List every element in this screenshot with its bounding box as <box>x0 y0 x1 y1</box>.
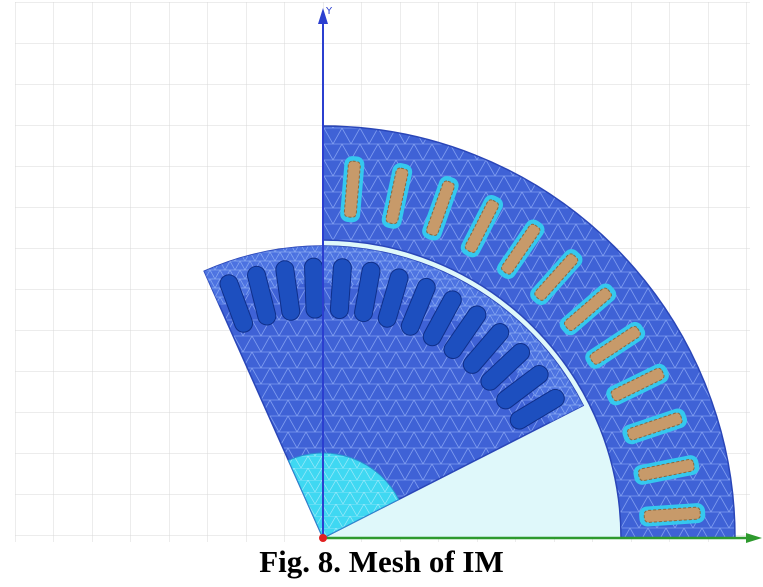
rotor-bar <box>509 388 565 430</box>
stator-coil <box>589 325 641 365</box>
rotor-bar <box>304 257 325 319</box>
machine-geometry <box>203 125 736 540</box>
stator-coil <box>385 167 409 225</box>
rotor-bar <box>329 258 352 320</box>
stator-coil <box>563 287 612 331</box>
rotor-bar <box>480 342 531 391</box>
shaft <box>287 452 400 539</box>
rotor-bar <box>275 260 301 321</box>
y-axis-arrow <box>318 8 328 24</box>
rotor-bar <box>219 274 254 333</box>
stator-coil <box>626 412 683 441</box>
rotor-bar <box>247 265 277 326</box>
y-axis-label: Y <box>325 6 333 17</box>
stator-coil <box>534 253 579 301</box>
stator-coil <box>343 160 361 218</box>
mesh-figure: Y <box>15 2 762 543</box>
stator-coil <box>464 199 500 253</box>
stator-coil <box>643 506 701 523</box>
rotor-bar <box>354 261 381 323</box>
rotor-bar <box>443 305 487 360</box>
rotor-bar <box>462 323 510 374</box>
rotor-bar <box>422 290 462 347</box>
stator-coil <box>610 367 665 402</box>
stator-coil <box>425 180 455 237</box>
rotor-bar <box>400 277 436 336</box>
rotor-bar <box>377 268 409 328</box>
stator-coil <box>637 458 695 482</box>
rotor-bar <box>496 365 549 410</box>
origin-point <box>319 534 327 542</box>
stator-coil <box>501 223 541 275</box>
x-axis-arrow <box>746 533 762 543</box>
figure-caption: Fig. 8. Mesh of IM <box>259 544 504 579</box>
